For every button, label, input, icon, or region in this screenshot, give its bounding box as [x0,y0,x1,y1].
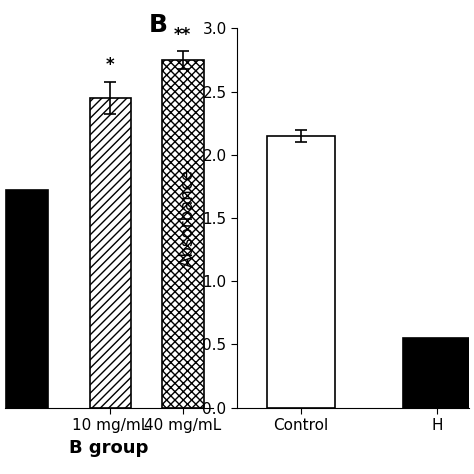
Bar [162,60,203,408]
Text: B: B [149,13,168,37]
Text: *: * [106,56,115,74]
Bar [403,338,472,408]
Text: **: ** [174,26,191,44]
Bar [6,190,48,408]
Y-axis label: Absorbance: Absorbance [179,169,197,267]
Bar [266,136,335,408]
Bar [90,98,131,408]
X-axis label: B group: B group [69,438,149,456]
